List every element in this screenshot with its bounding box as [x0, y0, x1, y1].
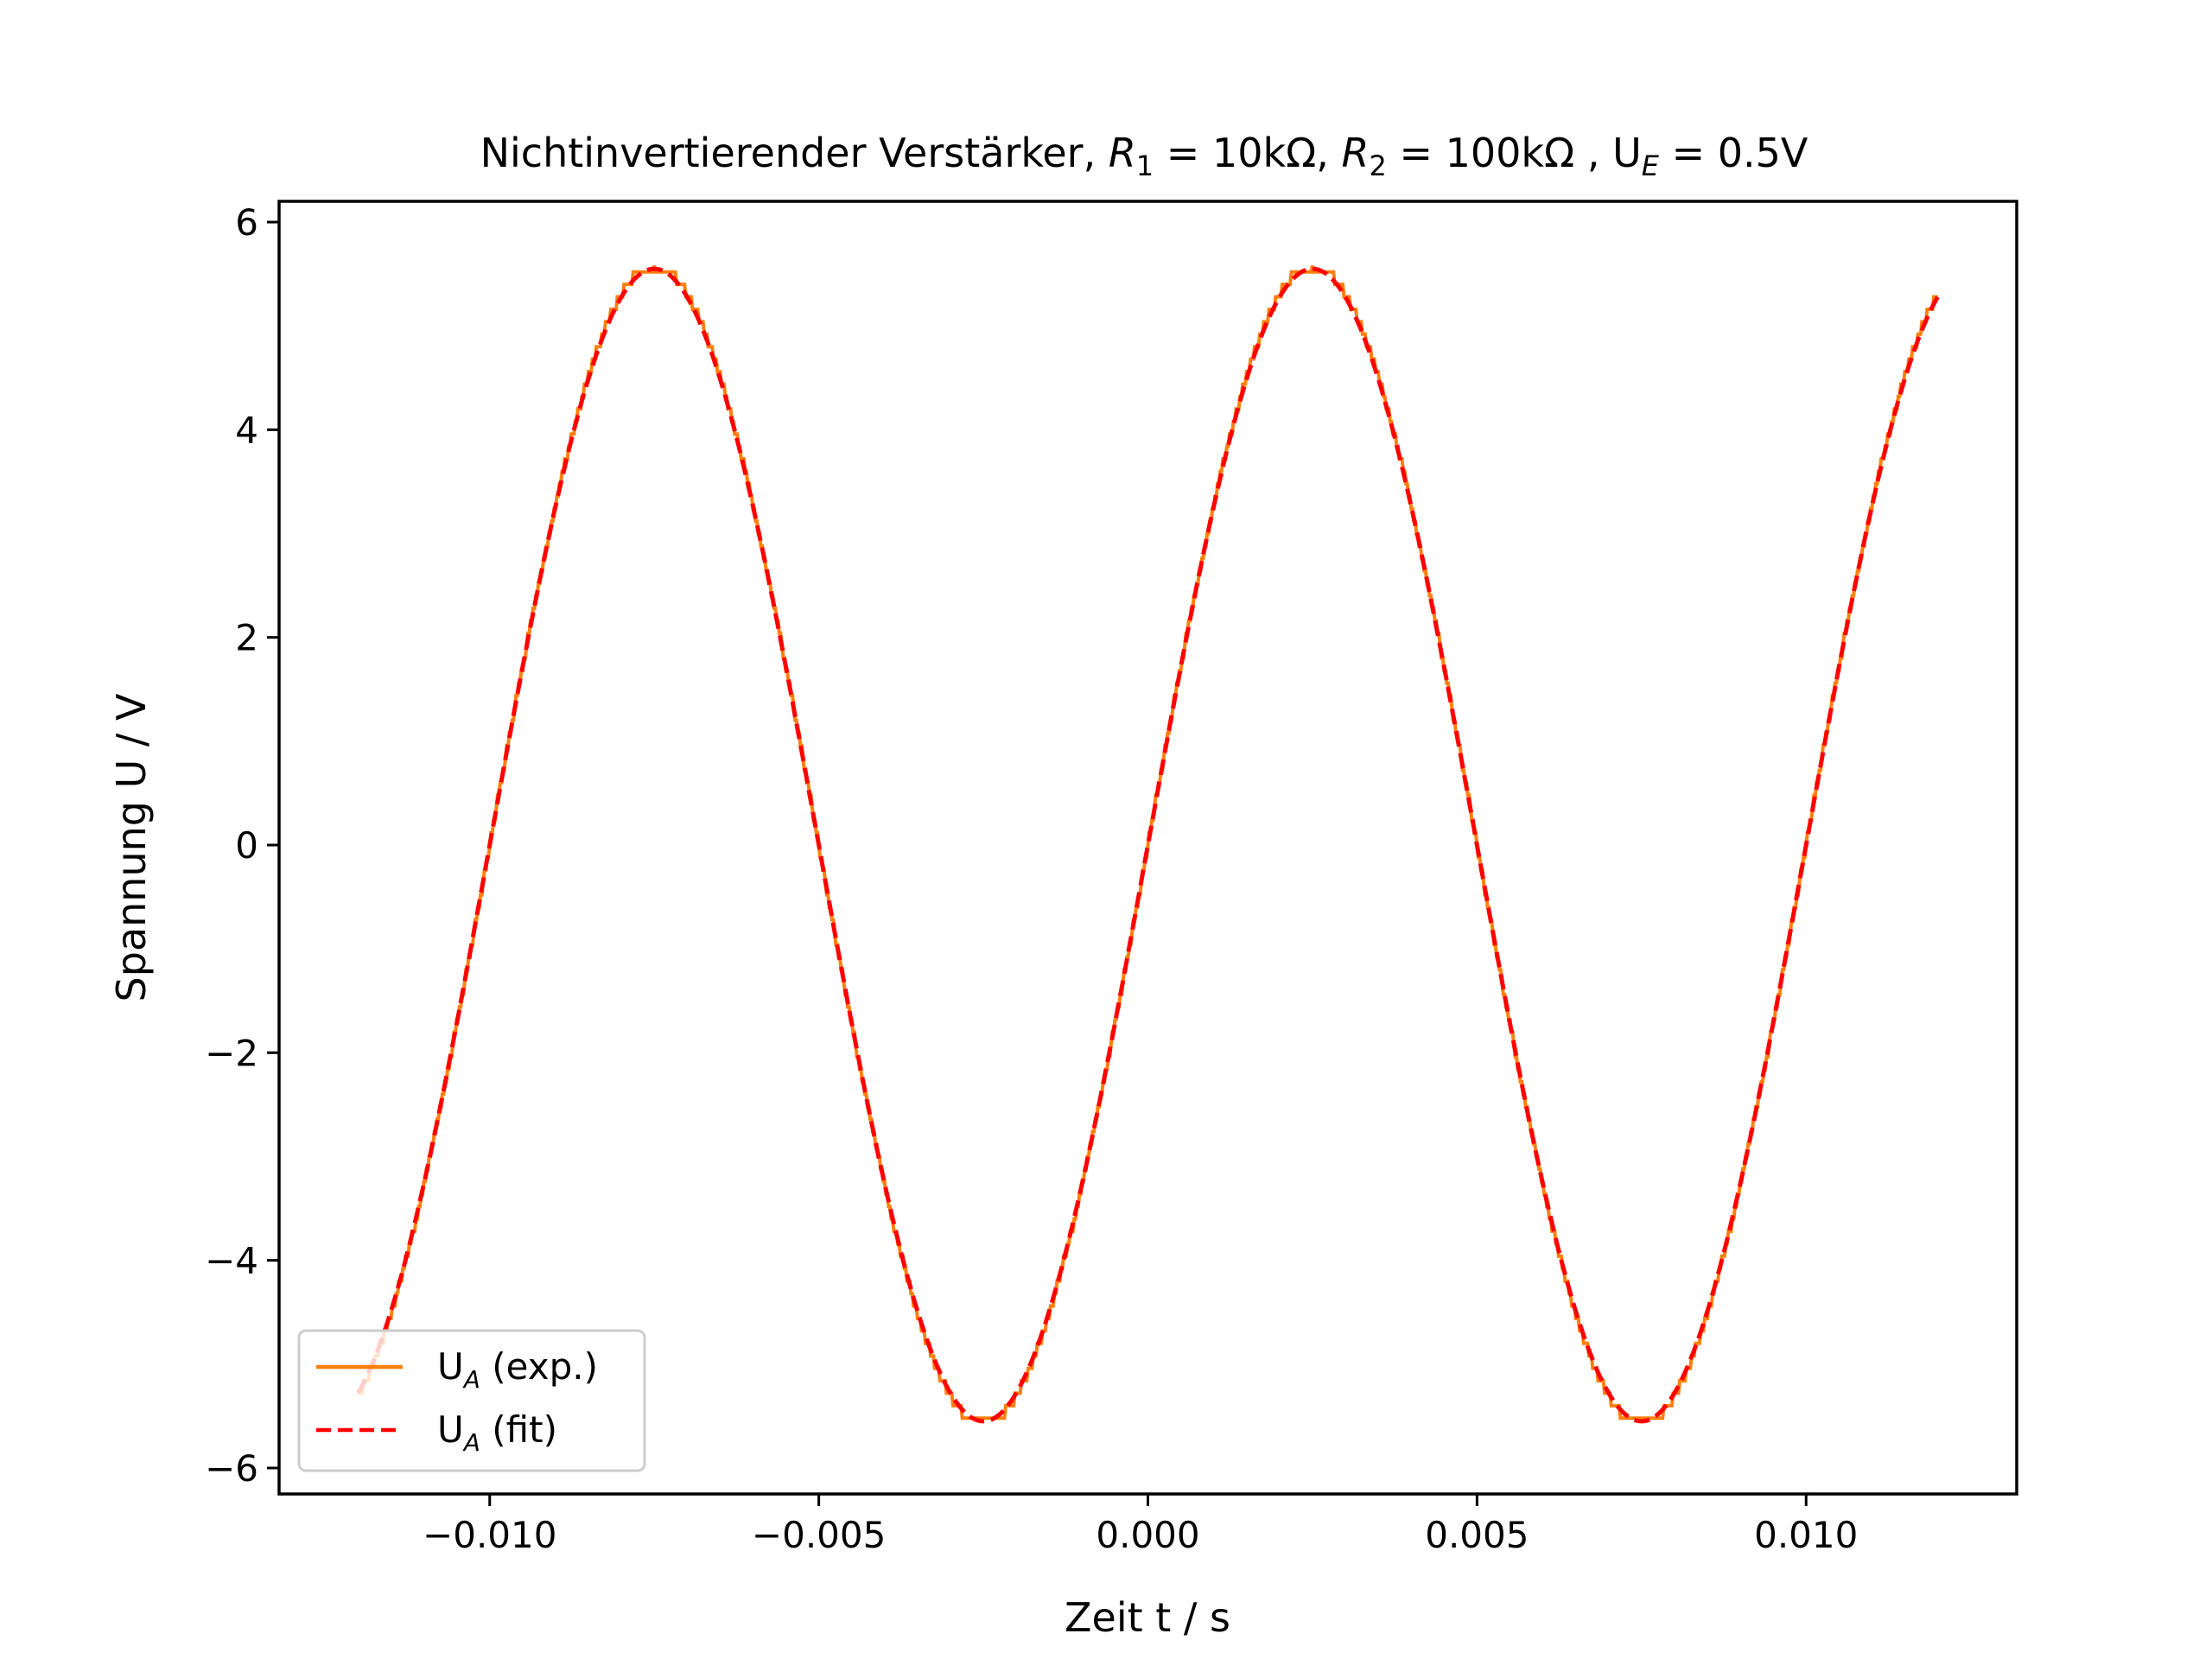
y-tick-label: −2 [205, 1032, 258, 1074]
series-fit [356, 266, 1940, 1424]
y-tick-label: 0 [235, 824, 258, 867]
x-ticks: −0.010 −0.005 0.000 0.005 0.010 [423, 1494, 1858, 1556]
chart-title: Nichtinvertierender Verstärker, R1 = 10k… [480, 130, 1808, 182]
x-axis-label: Zeit t / s [1065, 1594, 1230, 1641]
x-tick-label: −0.010 [423, 1514, 556, 1556]
plot-area [356, 265, 1940, 1424]
series-line-fit [356, 266, 1940, 1424]
y-tick-label: 6 [235, 201, 258, 244]
x-tick-label: 0.000 [1096, 1514, 1199, 1556]
legend-label-exp: UA (exp.) [437, 1345, 598, 1394]
y-tick-label: −4 [205, 1240, 258, 1282]
y-ticks: −6 −4 −2 0 2 4 6 [205, 201, 279, 1490]
y-axis-label: Spannung U / V [108, 693, 155, 1001]
y-tick-label: 2 [235, 617, 258, 659]
x-tick-label: −0.005 [752, 1514, 886, 1556]
legend: UA (exp.) UA (fit) [297, 1329, 646, 1472]
y-tick-label: 4 [235, 409, 258, 451]
x-tick-label: 0.005 [1425, 1514, 1529, 1556]
x-tick-label: 0.010 [1754, 1514, 1858, 1556]
legend-label-fit: UA (fit) [437, 1408, 557, 1457]
y-tick-label: −6 [205, 1447, 258, 1490]
